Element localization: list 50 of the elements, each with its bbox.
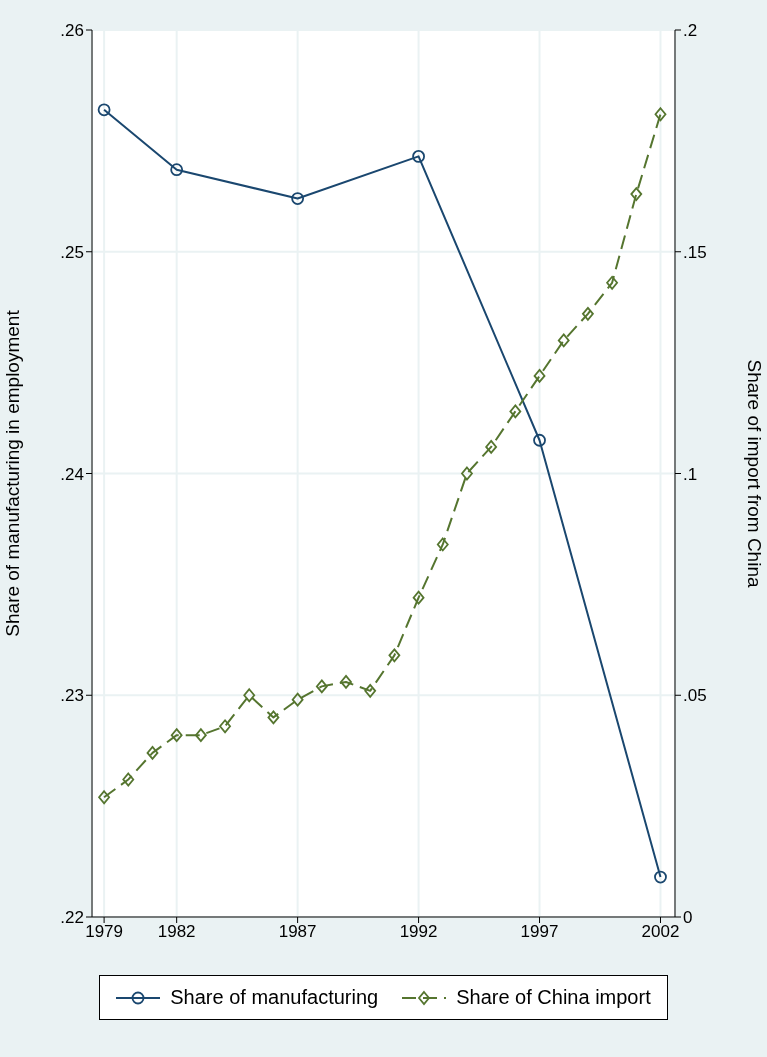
y2-tick-label: .05 xyxy=(683,686,707,706)
x-tick-label: 1987 xyxy=(278,922,317,942)
y-tick-label: .25 xyxy=(60,242,84,262)
point xyxy=(243,688,256,703)
point xyxy=(267,710,280,725)
y2-tick-label: 0 xyxy=(683,908,693,928)
point xyxy=(388,648,401,663)
point xyxy=(582,306,594,321)
y-tick-label: .24 xyxy=(60,464,84,484)
point xyxy=(461,466,473,481)
y-tick-label: .23 xyxy=(60,686,84,706)
y-tick-label: .26 xyxy=(60,21,84,41)
point xyxy=(412,590,425,605)
y2-tick-label: .1 xyxy=(683,464,698,484)
point xyxy=(122,772,135,787)
point xyxy=(146,746,159,760)
point xyxy=(654,870,667,884)
point xyxy=(533,433,546,447)
x-tick-label: 1982 xyxy=(157,922,196,942)
point xyxy=(219,719,231,734)
point xyxy=(436,537,449,552)
point xyxy=(97,103,111,117)
y-tick-label: .22 xyxy=(60,908,84,928)
point xyxy=(654,107,667,122)
y2-axis-title: Share of import from China xyxy=(744,359,766,588)
point xyxy=(485,439,498,454)
x-tick-label: 1992 xyxy=(399,922,438,942)
point xyxy=(340,675,352,689)
y2-tick-label: .15 xyxy=(683,242,707,262)
point xyxy=(533,369,546,383)
point xyxy=(315,679,328,694)
x-tick-label: 1979 xyxy=(85,922,124,942)
point xyxy=(557,333,570,348)
point xyxy=(364,683,377,698)
point xyxy=(630,187,643,201)
point xyxy=(412,150,425,163)
point xyxy=(291,192,305,205)
x-tick-label: 2002 xyxy=(641,922,680,942)
point xyxy=(170,728,183,743)
point xyxy=(509,404,522,419)
point xyxy=(606,275,618,290)
y-axis-title: Share of manufacturing in employment xyxy=(1,309,23,637)
point xyxy=(98,790,110,805)
point xyxy=(291,692,304,707)
legend-label: Share of manufacturing xyxy=(170,986,379,1009)
x-tick-label: 1997 xyxy=(520,922,559,942)
point xyxy=(194,728,207,743)
point xyxy=(170,163,184,177)
y2-tick-label: .2 xyxy=(683,21,698,41)
legend-label: Share of China import xyxy=(456,986,651,1009)
